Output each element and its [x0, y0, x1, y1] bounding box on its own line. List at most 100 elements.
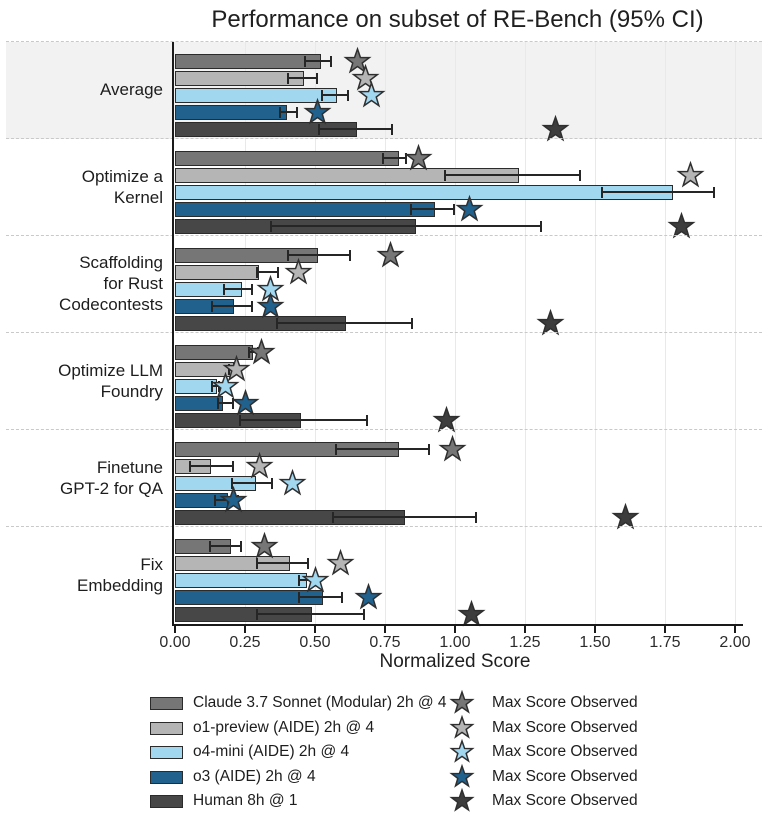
gridline [735, 42, 736, 624]
legend-star-icon-1 [449, 714, 475, 739]
ci-o1-preview-optimize-a-kernel [443, 170, 581, 181]
ci-line [211, 385, 220, 387]
bar-o4-mini-fix-embedding [175, 573, 307, 588]
ci-human-fix-embedding [256, 609, 366, 620]
ci-line [189, 465, 234, 467]
x-tick [594, 626, 596, 633]
gridline [665, 42, 666, 624]
ci-o3-optimize-a-kernel [410, 204, 455, 215]
ci-cap-right [251, 284, 254, 295]
row-label-line: Foundry [100, 381, 163, 401]
ci-cap-left [331, 512, 334, 523]
star-shape [303, 97, 332, 125]
star-shape [356, 80, 386, 108]
row-label-line: GPT-2 for QA [60, 478, 163, 498]
max-score-star-icon-o3-average [303, 97, 332, 125]
star-shape [250, 531, 279, 559]
ci-claude-3-7-sonnet-average [303, 56, 332, 67]
max-score-star-icon-o1-preview-optimize-a-kernel [676, 160, 705, 188]
x-tick [174, 626, 176, 633]
gridline [595, 42, 596, 624]
ci-human-scaffolding-for-rust-codecontests [275, 318, 413, 329]
ci-cap-right [340, 592, 343, 603]
ci-o3-fix-embedding [298, 592, 343, 603]
legend-bar-label: Human 8h @ 1 [193, 792, 298, 809]
max-score-star-icon-human-fix-embedding [457, 599, 486, 627]
ci-line [239, 419, 369, 421]
max-score-star-icon-human-scaffolding-for-rust-codecontests [536, 308, 565, 336]
star-shape [449, 714, 475, 739]
ci-cap-left [189, 461, 191, 472]
legend-swatch-claude-3-7-sonnet [150, 697, 183, 710]
star-shape [326, 548, 355, 576]
star-shape [449, 738, 475, 763]
x-tick-label: 0.00 [159, 634, 191, 651]
max-score-star-icon-human-average [541, 114, 570, 142]
legend-star-icon-2 [449, 738, 475, 763]
legend-bar-label: o1-preview (AIDE) 2h @ 4 [193, 718, 375, 736]
ci-cap-left [217, 398, 219, 409]
row-label-line: Fix [140, 554, 163, 574]
ci-line [222, 288, 254, 290]
ci-cap-right [231, 398, 234, 409]
ci-cap-right [578, 170, 581, 181]
star-shape [354, 582, 383, 610]
ci-line [331, 516, 478, 518]
ci-cap-left [275, 318, 278, 329]
bar-o4-mini-optimize-a-kernel [175, 185, 674, 200]
ci-human-average [317, 124, 394, 135]
max-score-star-icon-o1-preview-average [351, 63, 380, 91]
ci-cap-left [231, 478, 233, 489]
ci-o3-scaffolding-for-rust-codecontests [211, 301, 254, 312]
star-shape [219, 485, 248, 513]
ci-cap-left [317, 124, 320, 135]
ci-cap-right [315, 73, 318, 84]
star-shape [611, 502, 640, 530]
ci-line [410, 208, 455, 210]
ci-cap-right [271, 478, 273, 489]
max-score-star-icon-claude-3-7-sonnet-optimize-llm-foundry [247, 337, 276, 365]
gridline [245, 42, 246, 624]
row-label-line: Optimize LLM [58, 360, 163, 380]
star-shape [438, 434, 467, 462]
row-separator [6, 526, 762, 527]
ci-cap-left [303, 56, 306, 67]
ci-line [256, 613, 366, 615]
max-score-star-icon-o1-preview-scaffolding-for-rust-codecontests [284, 257, 313, 285]
ci-cap-left [247, 347, 250, 358]
max-score-star-icon-o3-optimize-a-kernel [454, 194, 484, 222]
row-label-fix-embedding: Fix Embedding [0, 554, 163, 596]
max-score-star-icon-o4-mini-optimize-llm-foundry [211, 371, 240, 399]
legend-swatch-o3 [150, 770, 183, 784]
ci-line [443, 174, 581, 176]
ci-cap-right [452, 204, 455, 215]
x-axis-line [172, 624, 743, 626]
x-tick [524, 626, 526, 633]
ci-cap-left [214, 495, 217, 506]
ci-claude-3-7-sonnet-finetune-gpt-2-for-qa [334, 444, 430, 455]
star-shape [449, 763, 475, 788]
row-label-finetune-gpt-2-for-qa: Finetune GPT-2 for QA [0, 457, 163, 499]
row-separator [6, 332, 762, 333]
row-separator [6, 429, 762, 430]
ci-cap-left [256, 609, 259, 620]
max-score-star-icon-o4-mini-average [356, 80, 386, 108]
star-shape [278, 468, 307, 496]
max-score-star-icon-human-optimize-llm-foundry [432, 405, 461, 433]
ci-line [211, 305, 254, 307]
ci-claude-3-7-sonnet-fix-embedding [208, 541, 243, 552]
ci-cap-right [427, 444, 430, 455]
ci-cap-right [307, 558, 310, 569]
row-separator [6, 235, 762, 236]
legend-star-label: Max Score Observed [492, 792, 638, 809]
ci-line [287, 77, 318, 79]
ci-o3-optimize-llm-foundry [217, 398, 234, 409]
bar-o1-preview-scaffolding-for-rust-codecontests [175, 265, 259, 280]
ci-cap-left [270, 221, 273, 232]
ci-line [208, 545, 243, 547]
ci-cap-left [600, 187, 603, 198]
star-shape [536, 308, 565, 336]
ci-claude-3-7-sonnet-optimize-a-kernel [382, 153, 408, 164]
max-score-star-icon-o4-mini-finetune-gpt-2-for-qa [278, 468, 307, 496]
